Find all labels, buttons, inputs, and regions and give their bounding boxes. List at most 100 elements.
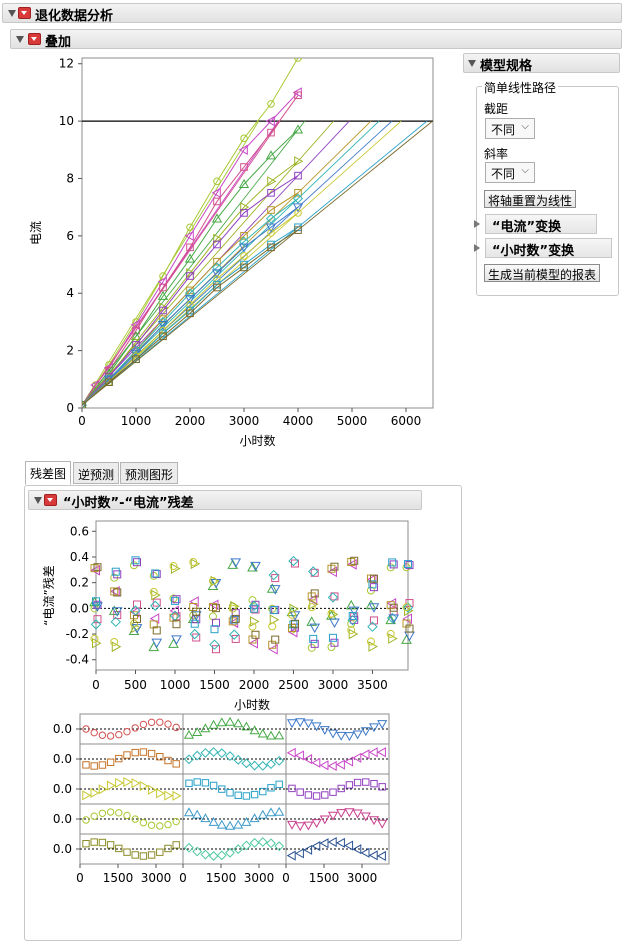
y-tick-label: 0.0	[53, 782, 72, 796]
circle-marker	[267, 100, 275, 108]
circle-marker	[169, 562, 178, 571]
diamond-marker	[90, 619, 102, 630]
square-marker	[123, 751, 131, 759]
square-marker	[218, 785, 226, 793]
triangle-marker	[327, 811, 339, 821]
x-tick-label: 3000	[318, 678, 349, 692]
circle-marker	[115, 730, 123, 739]
triangle-marker	[352, 730, 363, 740]
diamond-marker	[157, 316, 169, 327]
y-tick-label: 0.6	[70, 524, 89, 538]
square-marker	[230, 615, 239, 624]
triangle-marker	[319, 815, 330, 825]
triangle-marker	[82, 402, 88, 408]
circle-marker	[90, 728, 98, 737]
triangle-marker	[265, 115, 275, 127]
collapse-triangle-icon[interactable]	[16, 36, 24, 43]
square-marker	[250, 790, 259, 799]
x-tick-label: 0	[179, 871, 187, 885]
tab-prediction-graph[interactable]: 预测图形	[120, 462, 179, 484]
panel-frame	[285, 833, 390, 865]
square-marker	[115, 754, 123, 763]
circle-marker	[90, 634, 99, 643]
square-marker	[288, 784, 296, 793]
slope-select[interactable]: 不同 ⌵	[485, 162, 535, 183]
x-transform-header[interactable]: “小时数”变换	[474, 238, 612, 259]
y-tick-label: 8	[66, 171, 74, 185]
diamond-marker	[241, 758, 252, 769]
generate-report-button[interactable]: 生成当前模型的报表	[484, 264, 601, 282]
triangle-marker	[295, 718, 306, 728]
square-marker	[82, 840, 90, 848]
collapse-triangle-icon[interactable]	[468, 60, 476, 67]
collapse-triangle-icon[interactable]	[8, 10, 16, 17]
square-marker	[172, 595, 181, 604]
reset-axes-button[interactable]: 将轴重置为线性	[484, 190, 577, 208]
triangle-marker	[348, 606, 360, 617]
square-marker	[192, 633, 201, 642]
square-marker	[310, 639, 319, 648]
circle-marker	[172, 817, 180, 826]
triangle-marker	[266, 583, 278, 593]
square-marker	[211, 618, 220, 627]
square-marker	[185, 779, 193, 787]
y-axis-label: “电流”残差	[42, 565, 56, 625]
square-marker	[159, 332, 167, 341]
tab-residual-plot[interactable]: 残差图	[25, 461, 72, 485]
x-tick-label: 0	[78, 414, 86, 428]
circle-marker	[208, 576, 217, 585]
triangle-marker	[336, 809, 347, 819]
diamond-marker	[192, 750, 203, 761]
y-transform-header[interactable]: “电流”变换	[474, 214, 597, 235]
square-marker	[294, 91, 302, 100]
circle-marker	[131, 724, 139, 732]
tab-inverse-prediction[interactable]: 逆预测	[73, 462, 120, 484]
square-marker	[353, 778, 362, 787]
triangle-marker	[233, 819, 244, 829]
triangle-marker	[184, 230, 194, 242]
triangle-marker	[227, 559, 239, 569]
triangle-marker	[164, 790, 174, 801]
expand-triangle-icon[interactable]	[474, 220, 480, 228]
overlay-title: 叠加	[45, 35, 72, 50]
circle-marker	[186, 223, 194, 232]
diamond-marker	[288, 555, 299, 567]
square-marker	[170, 596, 179, 605]
square-marker	[159, 306, 167, 315]
triangle-marker	[360, 749, 370, 760]
triangle-marker	[289, 603, 299, 615]
triangle-marker	[238, 243, 250, 253]
diamond-marker	[150, 600, 161, 611]
y-tick-label: -0.4	[66, 653, 89, 667]
square-marker	[123, 848, 131, 856]
square-marker	[82, 761, 90, 769]
triangle-marker	[335, 837, 345, 848]
square-marker	[267, 784, 275, 792]
square-marker	[211, 645, 220, 654]
triangle-marker	[210, 575, 221, 587]
diamond-marker	[241, 840, 252, 851]
series-path	[82, 198, 299, 406]
square-marker	[172, 620, 181, 629]
overlay-menu-button[interactable]	[28, 33, 41, 45]
report-menu-button[interactable]	[18, 7, 31, 19]
triangle-marker	[307, 594, 318, 606]
x-transform-label: “小时数”变换	[492, 244, 575, 259]
collapse-triangle-icon[interactable]	[34, 497, 42, 504]
triangle-marker	[183, 807, 195, 817]
square-marker	[213, 257, 221, 266]
expand-triangle-icon[interactable]	[474, 244, 480, 252]
residual-menu-button[interactable]	[44, 494, 57, 506]
square-marker	[186, 272, 194, 280]
series-path	[82, 212, 299, 406]
triangle-marker	[287, 626, 298, 638]
square-marker	[92, 597, 100, 606]
intercept-select[interactable]: 不同 ⌵	[485, 118, 535, 139]
triangle-marker	[292, 124, 304, 134]
circle-marker	[240, 252, 248, 260]
square-marker	[310, 568, 319, 577]
circle-marker	[248, 622, 257, 631]
square-marker	[186, 309, 194, 318]
triangle-marker	[211, 269, 223, 279]
square-marker	[164, 844, 172, 853]
